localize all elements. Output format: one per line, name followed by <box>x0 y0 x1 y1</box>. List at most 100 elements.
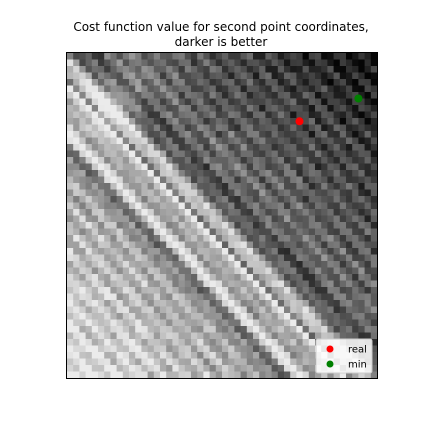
heatmap-cell <box>315 196 322 203</box>
heatmap-cell <box>85 274 93 281</box>
heatmap-cell <box>290 176 297 184</box>
heatmap-cell <box>135 267 142 275</box>
heatmap-cell <box>265 202 272 210</box>
heatmap-cell <box>91 332 99 340</box>
heatmap-cell <box>129 306 136 314</box>
heatmap-cell <box>160 267 167 275</box>
heatmap-cell <box>228 228 235 236</box>
heatmap-cell <box>147 59 155 67</box>
heatmap-cell <box>116 183 124 190</box>
heatmap-cell <box>116 105 124 112</box>
heatmap-cell <box>302 326 310 333</box>
heatmap-cell <box>203 313 210 320</box>
heatmap-cell <box>259 176 266 184</box>
heatmap-cell <box>110 209 117 216</box>
heatmap-cell <box>197 326 204 333</box>
heatmap-cell <box>333 124 341 132</box>
heatmap-cell <box>364 241 372 249</box>
heatmap-cell <box>73 144 80 151</box>
heatmap-cell <box>172 157 179 164</box>
heatmap-cell <box>234 118 241 125</box>
heatmap-cell <box>110 131 117 138</box>
heatmap-cell <box>302 170 310 177</box>
heatmap-cell <box>215 274 223 281</box>
heatmap-cell <box>284 144 291 151</box>
heatmap-cell <box>184 170 192 177</box>
heatmap-cell <box>85 358 93 366</box>
heatmap-cell <box>271 332 279 340</box>
heatmap-cell <box>358 189 365 197</box>
heatmap-cell <box>339 254 347 262</box>
heatmap-cell <box>79 248 86 255</box>
heatmap-cell <box>370 274 378 281</box>
heatmap-cell <box>172 105 179 112</box>
heatmap-cell <box>166 241 173 249</box>
heatmap-cell <box>203 85 210 93</box>
heatmap-cell <box>122 293 130 301</box>
heatmap-cell <box>339 150 347 158</box>
heatmap-cell <box>160 202 167 210</box>
heatmap-cell <box>234 313 241 320</box>
heatmap-cell <box>91 306 99 314</box>
heatmap-cell <box>364 105 372 112</box>
heatmap-cell <box>358 176 365 184</box>
heatmap-cell <box>191 66 198 73</box>
heatmap-cell <box>296 53 303 60</box>
heatmap-cell <box>253 163 260 171</box>
heatmap-cell <box>277 332 285 340</box>
heatmap-cell <box>296 332 303 340</box>
heatmap-cell <box>166 118 173 125</box>
heatmap-cell <box>141 235 148 242</box>
heatmap-cell <box>122 66 130 73</box>
heatmap-cell <box>73 202 80 210</box>
heatmap-cell <box>116 157 124 164</box>
heatmap-cell <box>91 358 99 366</box>
heatmap-cell <box>79 313 86 320</box>
heatmap-cell <box>222 92 229 99</box>
heatmap-cell <box>67 85 74 93</box>
heatmap-cell <box>215 358 223 366</box>
heatmap-cell <box>172 131 179 138</box>
heatmap-cell <box>265 157 272 164</box>
heatmap-cell <box>352 332 359 340</box>
heatmap-cell <box>141 111 148 119</box>
heatmap-cell <box>197 371 204 379</box>
heatmap-cell <box>129 66 136 73</box>
heatmap-cell <box>116 72 124 80</box>
heatmap-cell <box>73 150 80 158</box>
heatmap-cell <box>290 319 297 327</box>
heatmap-cell <box>228 163 235 171</box>
heatmap-cell <box>296 365 303 372</box>
heatmap-cell <box>110 196 117 203</box>
heatmap-cell <box>296 157 303 164</box>
heatmap-cell <box>253 235 260 242</box>
heatmap-cell <box>290 105 297 112</box>
heatmap-cell <box>259 358 266 366</box>
heatmap-cell <box>253 313 260 320</box>
heatmap-cell <box>104 105 111 112</box>
heatmap-cell <box>234 280 241 288</box>
heatmap-cell <box>98 131 105 138</box>
heatmap-cell <box>327 92 334 99</box>
heatmap-cell <box>302 118 310 125</box>
heatmap-cell <box>240 261 248 268</box>
heatmap-cell <box>222 59 229 67</box>
heatmap-cell <box>321 287 328 294</box>
heatmap-cell <box>172 345 179 353</box>
heatmap-cell <box>104 371 111 379</box>
heatmap-cell <box>104 235 111 242</box>
heatmap-cell <box>85 261 93 268</box>
heatmap-cell <box>160 306 167 314</box>
heatmap-cell <box>203 176 210 184</box>
heatmap-cell <box>91 287 99 294</box>
heatmap-cell <box>296 261 303 268</box>
heatmap-cell <box>215 150 223 158</box>
heatmap-cell <box>98 215 105 223</box>
heatmap-cell <box>98 183 105 190</box>
heatmap-cell <box>160 274 167 281</box>
heatmap-cell <box>178 189 186 197</box>
heatmap-cell <box>352 261 359 268</box>
heatmap-cell <box>302 202 310 210</box>
heatmap-cell <box>364 313 372 320</box>
heatmap-cell <box>172 254 179 262</box>
